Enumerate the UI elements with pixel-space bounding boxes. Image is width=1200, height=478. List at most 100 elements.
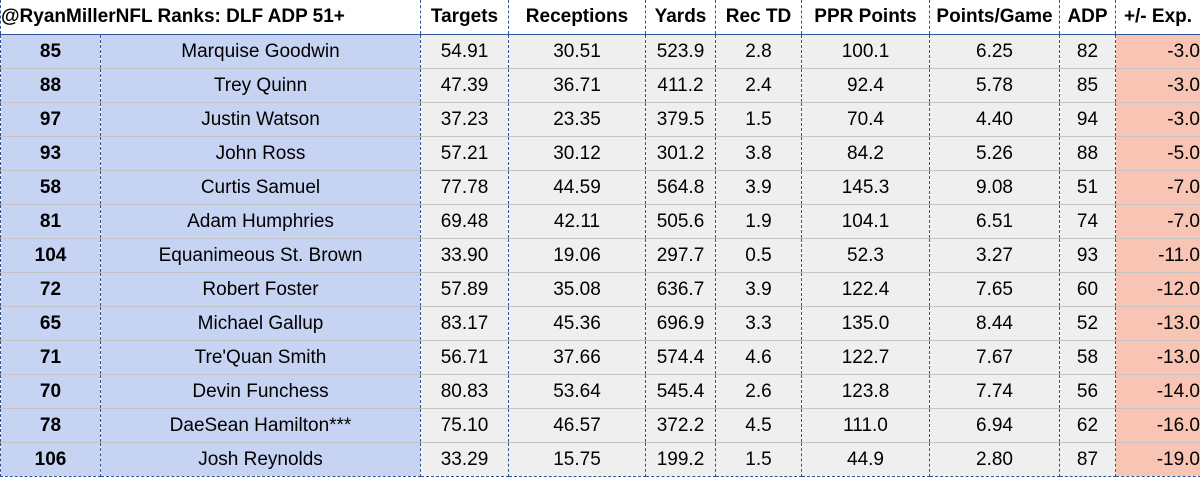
rec-td-cell: 3.9 [715, 272, 802, 307]
rank-cell: 70 [0, 374, 101, 409]
receptions-cell: 23.35 [508, 102, 646, 137]
player-cell: Marquise Goodwin [100, 34, 421, 69]
receptions-cell: 44.59 [508, 170, 646, 205]
targets-cell: 57.21 [420, 136, 509, 171]
points-per-game-cell: 5.78 [929, 68, 1060, 103]
player-cell: Curtis Samuel [100, 170, 421, 205]
rec-td-cell: 2.4 [715, 68, 802, 103]
adp-cell: 62 [1059, 408, 1116, 443]
targets-cell: 33.29 [420, 442, 509, 477]
rec-td-cell: 1.5 [715, 442, 802, 477]
rank-cell: 78 [0, 408, 101, 443]
yards-cell: 379.5 [645, 102, 716, 137]
diff-cell: -5.0 [1115, 136, 1200, 171]
receptions-cell: 45.36 [508, 306, 646, 341]
adp-cell: 74 [1059, 204, 1116, 239]
receptions-cell: 46.57 [508, 408, 646, 443]
receptions-cell: 35.08 [508, 272, 646, 307]
adp-cell: 94 [1059, 102, 1116, 137]
yards-cell: 564.8 [645, 170, 716, 205]
col-header-diff: +/- Exp. [1115, 0, 1200, 35]
table-row: 104 Equanimeous St. Brown 33.90 19.06 29… [0, 238, 1200, 273]
rank-cell: 85 [0, 34, 101, 69]
table-row: 58 Curtis Samuel 77.78 44.59 564.8 3.9 1… [0, 170, 1200, 205]
points-per-game-cell: 9.08 [929, 170, 1060, 205]
yards-cell: 297.7 [645, 238, 716, 273]
player-cell: John Ross [100, 136, 421, 171]
col-header-receptions: Receptions [508, 0, 646, 35]
points-per-game-cell: 6.94 [929, 408, 1060, 443]
receptions-cell: 53.64 [508, 374, 646, 409]
targets-cell: 83.17 [420, 306, 509, 341]
ppr-points-cell: 104.1 [801, 204, 930, 239]
ppr-points-cell: 100.1 [801, 34, 930, 69]
targets-cell: 80.83 [420, 374, 509, 409]
rec-td-cell: 3.3 [715, 306, 802, 341]
adp-cell: 82 [1059, 34, 1116, 69]
adp-cell: 87 [1059, 442, 1116, 477]
receptions-cell: 36.71 [508, 68, 646, 103]
player-cell: Devin Funchess [100, 374, 421, 409]
rank-cell: 72 [0, 272, 101, 307]
rec-td-cell: 3.9 [715, 170, 802, 205]
diff-cell: -7.0 [1115, 204, 1200, 239]
rank-cell: 97 [0, 102, 101, 137]
yards-cell: 372.2 [645, 408, 716, 443]
player-cell: Josh Reynolds [100, 442, 421, 477]
targets-cell: 47.39 [420, 68, 509, 103]
rec-td-cell: 1.9 [715, 204, 802, 239]
rec-td-cell: 4.6 [715, 340, 802, 375]
diff-cell: -13.0 [1115, 306, 1200, 341]
receptions-cell: 19.06 [508, 238, 646, 273]
rec-td-cell: 1.5 [715, 102, 802, 137]
rec-td-cell: 2.6 [715, 374, 802, 409]
adp-cell: 85 [1059, 68, 1116, 103]
receptions-cell: 42.11 [508, 204, 646, 239]
yards-cell: 505.6 [645, 204, 716, 239]
points-per-game-cell: 7.74 [929, 374, 1060, 409]
yards-cell: 523.9 [645, 34, 716, 69]
diff-cell: -19.0 [1115, 442, 1200, 477]
player-cell: Robert Foster [100, 272, 421, 307]
col-header-yards: Yards [645, 0, 716, 35]
diff-cell: -7.0 [1115, 170, 1200, 205]
targets-cell: 75.10 [420, 408, 509, 443]
diff-cell: -11.0 [1115, 238, 1200, 273]
receptions-cell: 30.12 [508, 136, 646, 171]
yards-cell: 636.7 [645, 272, 716, 307]
ppr-points-cell: 122.7 [801, 340, 930, 375]
player-cell: Tre'Quan Smith [100, 340, 421, 375]
ppr-points-cell: 123.8 [801, 374, 930, 409]
table-row: 97 Justin Watson 37.23 23.35 379.5 1.5 7… [0, 102, 1200, 137]
rank-cell: 71 [0, 340, 101, 375]
player-cell: Justin Watson [100, 102, 421, 137]
table-row: 81 Adam Humphries 69.48 42.11 505.6 1.9 … [0, 204, 1200, 239]
diff-cell: -3.0 [1115, 102, 1200, 137]
points-per-game-cell: 7.65 [929, 272, 1060, 307]
table-row: 93 John Ross 57.21 30.12 301.2 3.8 84.2 … [0, 136, 1200, 171]
table-row: 85 Marquise Goodwin 54.91 30.51 523.9 2.… [0, 34, 1200, 69]
ppr-points-cell: 122.4 [801, 272, 930, 307]
table-body: 85 Marquise Goodwin 54.91 30.51 523.9 2.… [0, 34, 1200, 477]
player-cell: Adam Humphries [100, 204, 421, 239]
col-header-rec-td: Rec TD [715, 0, 802, 35]
yards-cell: 696.9 [645, 306, 716, 341]
col-header-points-per-game: Points/Game [929, 0, 1060, 35]
ppr-points-cell: 135.0 [801, 306, 930, 341]
points-per-game-cell: 4.40 [929, 102, 1060, 137]
ppr-points-cell: 44.9 [801, 442, 930, 477]
rank-cell: 65 [0, 306, 101, 341]
rec-td-cell: 0.5 [715, 238, 802, 273]
targets-cell: 69.48 [420, 204, 509, 239]
table-row: 106 Josh Reynolds 33.29 15.75 199.2 1.5 … [0, 442, 1200, 477]
ppr-points-cell: 52.3 [801, 238, 930, 273]
rank-cell: 104 [0, 238, 101, 273]
adp-cell: 60 [1059, 272, 1116, 307]
rank-cell: 88 [0, 68, 101, 103]
points-per-game-cell: 3.27 [929, 238, 1060, 273]
receptions-cell: 30.51 [508, 34, 646, 69]
ppr-points-cell: 92.4 [801, 68, 930, 103]
diff-cell: -13.0 [1115, 340, 1200, 375]
col-header-targets: Targets [420, 0, 509, 35]
